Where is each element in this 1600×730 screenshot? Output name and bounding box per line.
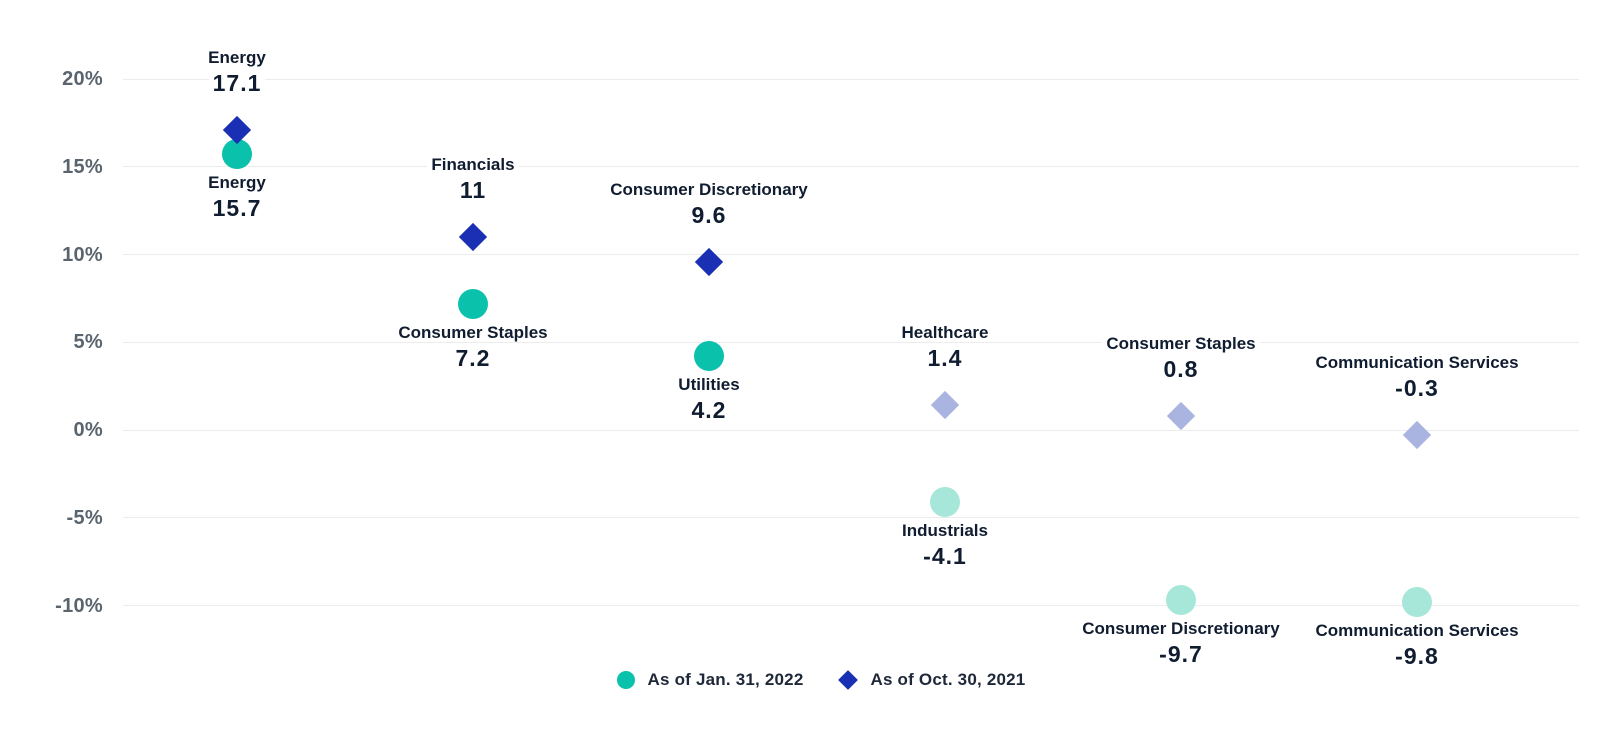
gridline (123, 166, 1579, 168)
legend-item: As of Oct. 30, 2021 (838, 670, 1026, 690)
point-label: Financials 11 (313, 153, 633, 204)
gridline (123, 429, 1579, 431)
point-sector-name: Industrials (785, 519, 1105, 542)
gridline (123, 78, 1579, 80)
gridline (123, 517, 1579, 519)
point-sector-name: Consumer Discretionary (1021, 617, 1341, 640)
point-value: 17.1 (77, 69, 397, 97)
point-marker-diamond (694, 247, 724, 276)
point-label: Consumer Staples 0.8 (1021, 332, 1341, 383)
point-marker-circle (694, 341, 724, 372)
point-value: -4.1 (785, 542, 1105, 570)
point-label: Utilities 4.2 (549, 373, 869, 424)
point-value: 4.2 (549, 396, 869, 424)
point-value: -0.3 (1257, 374, 1577, 402)
point-value: -9.7 (1021, 640, 1341, 668)
point-label: Consumer Staples 7.2 (313, 321, 633, 372)
y-axis-tick-label: -10% (55, 594, 103, 617)
point-label: Industrials -4.1 (785, 519, 1105, 570)
point-marker-diamond (930, 391, 960, 420)
point-marker-circle (1402, 586, 1432, 617)
chart-legend: As of Jan. 31, 2022 As of Oct. 30, 2021 (0, 670, 1600, 690)
y-axis-tick-label: 20% (62, 68, 103, 90)
legend-label: As of Oct. 30, 2021 (870, 670, 1026, 689)
point-sector-name: Communication Services (1257, 619, 1577, 642)
legend-diamond-icon (838, 670, 859, 690)
point-sector-name: Energy (77, 171, 397, 194)
point-marker-diamond (222, 115, 252, 145)
point-value: 11 (313, 176, 633, 204)
point-sector-name: Financials (313, 153, 633, 176)
legend-item: As of Jan. 31, 2022 (616, 670, 804, 690)
point-label: Consumer Discretionary 9.6 (549, 178, 869, 229)
y-axis-tick-label: 5% (73, 331, 103, 354)
point-value: -9.8 (1257, 642, 1577, 670)
point-value: 9.6 (549, 201, 869, 229)
point-marker-circle (458, 288, 488, 319)
point-marker-diamond (458, 222, 488, 252)
point-value: 0.8 (1021, 355, 1341, 383)
point-label: Healthcare 1.4 (785, 321, 1105, 372)
point-sector-name: Healthcare (785, 321, 1105, 344)
point-label: Communication Services -0.3 (1257, 351, 1577, 402)
point-sector-name: Consumer Discretionary (549, 178, 869, 201)
point-sector-name: Communication Services (1257, 351, 1577, 374)
point-label: Energy 15.7 (77, 171, 397, 222)
gridline (123, 254, 1579, 255)
point-sector-name: Consumer Staples (313, 321, 633, 344)
point-label: Energy 17.1 (77, 46, 397, 97)
point-value: 1.4 (785, 344, 1105, 372)
point-value: 15.7 (77, 194, 397, 222)
point-marker-circle (222, 139, 252, 170)
y-axis-tick-label: -5% (66, 506, 103, 529)
point-marker-circle (930, 486, 960, 517)
legend-label: As of Jan. 31, 2022 (647, 670, 804, 689)
y-axis-tick-label: 0% (73, 419, 103, 441)
y-axis-tick-label: 15% (62, 155, 103, 178)
point-label: Consumer Discretionary -9.7 (1021, 617, 1341, 668)
point-label: Communication Services -9.8 (1257, 619, 1577, 670)
gridline (123, 605, 1579, 606)
point-sector-name: Energy (77, 46, 397, 69)
gridline (123, 341, 1579, 343)
point-sector-name: Consumer Staples (1021, 332, 1341, 355)
point-sector-name: Utilities (549, 373, 869, 396)
point-marker-diamond (1402, 421, 1432, 450)
point-marker-diamond (1166, 401, 1196, 431)
point-value: 7.2 (313, 344, 633, 372)
legend-circle-icon (616, 671, 635, 689)
point-marker-circle (1166, 585, 1196, 616)
y-axis-tick-label: 10% (62, 243, 103, 266)
